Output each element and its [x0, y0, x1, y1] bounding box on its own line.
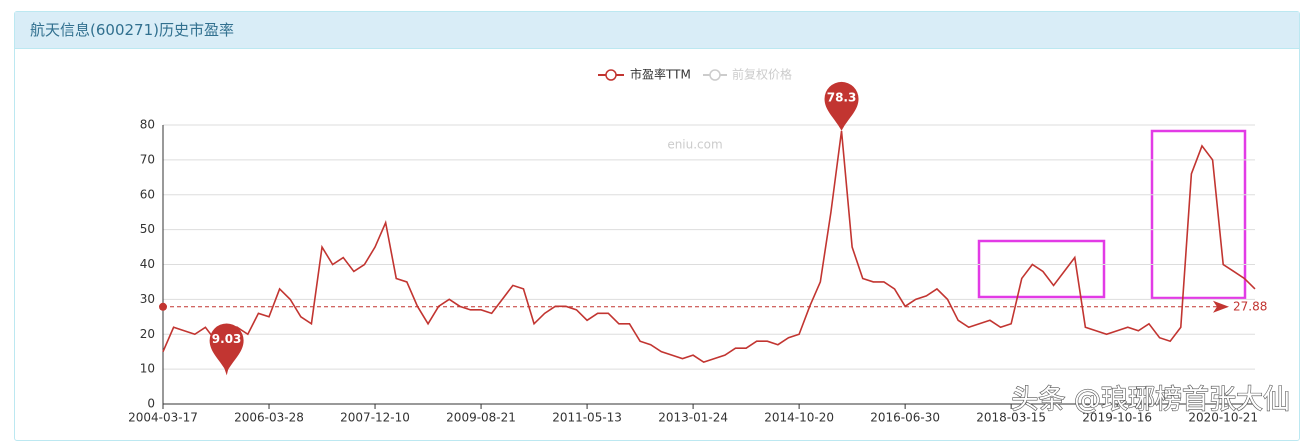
legend-label: 市盈率TTM — [630, 67, 691, 82]
x-tick-label: 2018-03-15 — [976, 411, 1046, 425]
legend-label: 前复权价格 — [732, 67, 792, 82]
panel-title: 航天信息(600271)历史市盈率 — [15, 12, 1299, 49]
y-tick-label: 70 — [140, 152, 155, 166]
panel: 航天信息(600271)历史市盈率 — [14, 11, 1300, 441]
x-tick-label: 2006-03-28 — [234, 411, 304, 425]
x-tick-label: 2011-05-13 — [552, 411, 622, 425]
legend-marker — [605, 69, 617, 81]
x-tick-label: 2014-10-20 — [764, 411, 834, 425]
average-arrow — [1213, 300, 1229, 313]
x-tick-label: 2016-06-30 — [870, 411, 940, 425]
y-tick-label: 20 — [140, 327, 155, 341]
legend-marker — [709, 69, 721, 81]
pin-marker — [824, 81, 859, 131]
x-tick-label: 2019-10-16 — [1082, 411, 1152, 425]
y-tick-label: 60 — [140, 187, 155, 201]
y-tick-label: 80 — [140, 118, 155, 132]
highlight-box — [977, 239, 1106, 299]
pin-label: 78.3 — [827, 90, 857, 104]
watermark: eniu.com — [667, 138, 722, 152]
x-tick-label: 2009-08-21 — [446, 411, 516, 425]
average-label: 27.88 — [1233, 299, 1267, 313]
x-tick-label: 2007-12-10 — [340, 411, 410, 425]
y-tick-label: 50 — [140, 222, 155, 236]
y-tick-label: 30 — [140, 292, 155, 306]
pin-label: 9.03 — [212, 332, 242, 346]
x-tick-label: 2004-03-17 — [128, 411, 198, 425]
highlight-box — [1150, 129, 1247, 300]
y-tick-label: 10 — [140, 362, 155, 376]
pe-line — [162, 130, 1256, 376]
pin-marker — [209, 323, 244, 373]
chart: eniu.com 0 10 20 30 40 50 60 70 80 2004-03-17 2006… — [128, 67, 1290, 425]
y-tick-label: 40 — [140, 257, 155, 271]
footer-watermark: 头条 @琅琊榜首张大仙 — [1011, 385, 1290, 416]
x-tick-label: 2013-01-24 — [658, 411, 728, 425]
x-tick-label: 2020-10-21 — [1188, 411, 1258, 425]
y-tick-label: 0 — [147, 397, 155, 411]
page: {"chart_data": {"type": "line", "title":… — [14, 11, 1300, 441]
